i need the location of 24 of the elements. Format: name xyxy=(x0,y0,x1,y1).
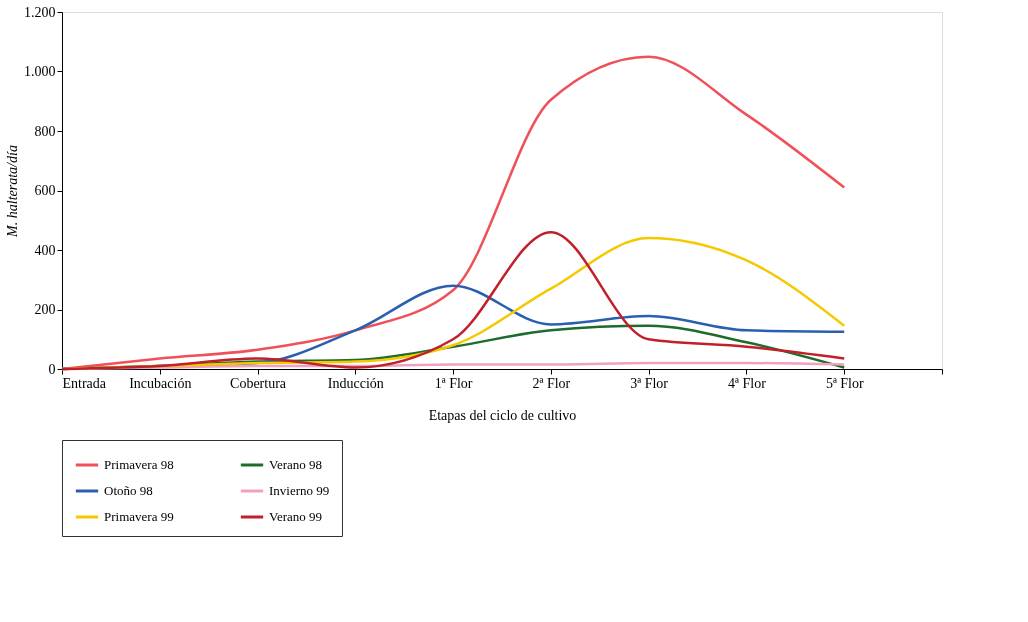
legend-label: Primavera 99 xyxy=(104,509,174,524)
y-axis-title: M. halterata/día xyxy=(5,145,20,238)
y-tick-label: 400 xyxy=(34,242,56,258)
legend-label: Verano 98 xyxy=(269,457,323,472)
y-tick-label: 1.000 xyxy=(24,64,56,79)
x-tick-label: 4ª Flor xyxy=(728,375,767,391)
x-tick-label: 2ª Flor xyxy=(532,375,571,391)
x-axis-title: Etapas del ciclo de cultivo xyxy=(428,407,577,423)
x-tick-label: Inducción xyxy=(327,375,384,391)
y-tick-label: 800 xyxy=(34,123,56,139)
legend-label: Primavera 98 xyxy=(104,457,174,472)
x-tick-label: Cobertura xyxy=(230,375,287,391)
x-tick-label: 1ª Flor xyxy=(434,375,473,391)
legend-label: Verano 99 xyxy=(269,509,323,524)
y-tick-label: 1.200 xyxy=(24,4,56,20)
x-tick-label: 3ª Flor xyxy=(630,375,669,391)
y-tick-label: 0 xyxy=(48,361,56,377)
x-tick-label: Incubación xyxy=(129,375,192,391)
x-tick-label: 5ª Flor xyxy=(825,375,864,391)
y-tick-label: 600 xyxy=(34,183,56,198)
legend-label: Otoño 98 xyxy=(104,483,153,498)
x-tick-label: Entrada xyxy=(62,375,107,391)
y-tick-label: 200 xyxy=(34,302,56,317)
legend-label: Invierno 99 xyxy=(269,483,330,498)
